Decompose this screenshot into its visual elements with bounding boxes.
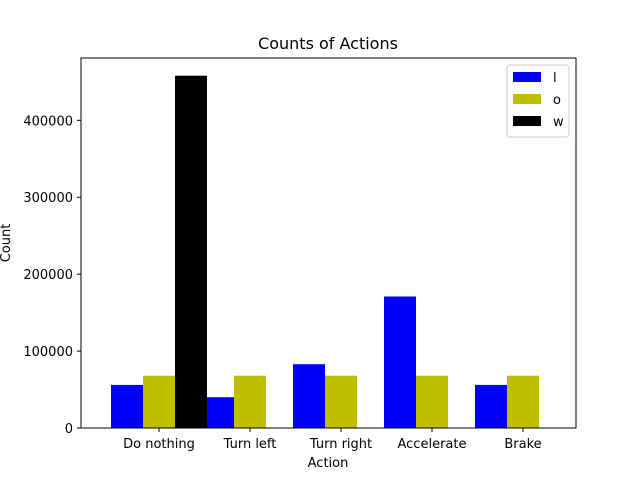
x-tick-label: Do nothing	[123, 437, 195, 452]
bar-l-1	[202, 397, 234, 428]
y-tick-label: 300000	[23, 191, 73, 206]
legend-label-o: o	[553, 93, 561, 108]
x-tick-label: Accelerate	[398, 437, 467, 452]
x-tick-label: Turn left	[223, 437, 277, 452]
bar-o-1	[234, 375, 266, 428]
bar-o-4	[507, 375, 539, 428]
x-tick-label: Brake	[504, 437, 541, 452]
legend: low	[506, 64, 570, 138]
legend-label-w: w	[553, 115, 564, 130]
bar-o-3	[416, 375, 448, 428]
bar-l-2	[293, 364, 325, 428]
y-tick-label: 200000	[23, 268, 73, 283]
y-tick-label: 400000	[23, 114, 73, 129]
y-axis-ticks: 0 100000 200000 300000 400000	[23, 114, 81, 437]
plot-frame	[80, 57, 577, 429]
bar-l-3	[384, 296, 416, 428]
y-tick-label: 0	[65, 422, 73, 437]
bar-w-0	[175, 75, 207, 428]
y-tick-label: 100000	[23, 345, 73, 360]
chart-title: Counts of Actions	[258, 34, 398, 53]
bar-o-2	[325, 375, 357, 428]
legend-swatch-l	[513, 72, 541, 82]
legend-label-l: l	[553, 71, 557, 86]
bar-o-0	[143, 375, 175, 428]
x-axis-label: Action	[308, 456, 349, 471]
legend-swatch-o	[513, 94, 541, 104]
legend-swatch-w	[513, 116, 541, 126]
bar-l-4	[475, 384, 507, 428]
x-tick-label: Turn right	[309, 437, 372, 452]
bar-l-0	[111, 384, 143, 428]
x-axis-ticks: Do nothing Turn left Turn right Accelerate B…	[123, 428, 542, 452]
bars-group	[111, 75, 539, 428]
y-axis-label: Count	[0, 224, 14, 263]
